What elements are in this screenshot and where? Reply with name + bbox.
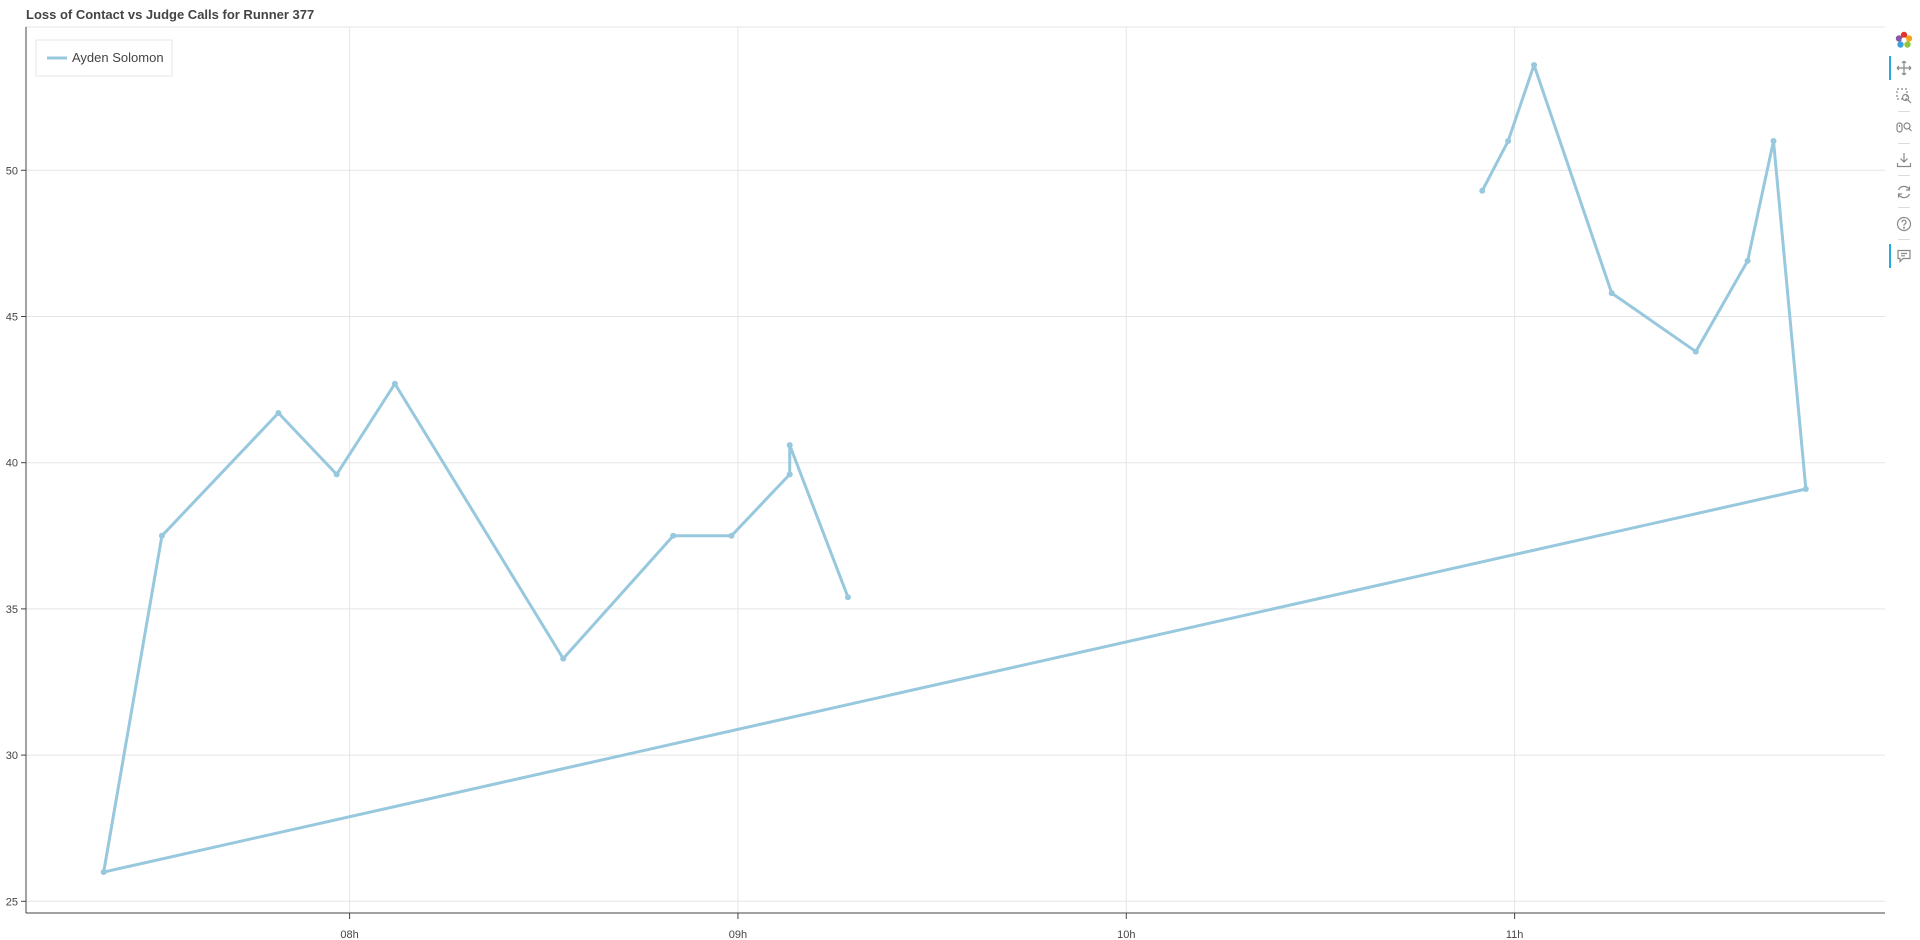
- x-tick-label: 09h: [729, 929, 747, 940]
- data-point[interactable]: [1692, 348, 1699, 355]
- grid: [25, 26, 1885, 914]
- series-line[interactable]: [102, 63, 1808, 874]
- data-point[interactable]: [786, 442, 793, 449]
- data-point[interactable]: [333, 471, 340, 478]
- legend-label[interactable]: Ayden Solomon: [72, 50, 164, 65]
- data-point[interactable]: [786, 471, 793, 478]
- data-point[interactable]: [158, 532, 165, 539]
- axes: 25 30 35 40 45 50 08h 09h 10h 11h: [6, 27, 1885, 940]
- y-tick-label: 25: [6, 896, 18, 908]
- data-point[interactable]: [100, 869, 107, 876]
- help-icon[interactable]: [1889, 210, 1919, 238]
- plot-frame: [25, 26, 1885, 914]
- box-zoom-icon[interactable]: [1889, 82, 1919, 110]
- x-tick-label: 10h: [1117, 929, 1135, 940]
- data-point[interactable]: [844, 594, 851, 601]
- toolbar-separator: [1898, 175, 1910, 176]
- data-point[interactable]: [391, 380, 398, 387]
- y-tick-label: 50: [6, 165, 18, 177]
- data-point[interactable]: [1770, 138, 1777, 145]
- data-point[interactable]: [1608, 290, 1615, 297]
- data-point[interactable]: [560, 655, 567, 662]
- x-tick-label: 08h: [340, 929, 358, 940]
- toolbar-separator: [1898, 239, 1910, 240]
- y-tick-label: 35: [6, 604, 18, 616]
- data-point[interactable]: [1531, 62, 1538, 69]
- data-point[interactable]: [1802, 486, 1809, 493]
- toolbar: [1889, 26, 1919, 270]
- data-point[interactable]: [1505, 138, 1512, 145]
- y-tick-label: 30: [6, 750, 18, 762]
- toolbar-separator: [1898, 143, 1910, 144]
- y-tick-label: 45: [6, 311, 18, 323]
- y-tick-label: 40: [6, 458, 18, 470]
- data-point[interactable]: [728, 532, 735, 539]
- data-point[interactable]: [670, 532, 677, 539]
- data-point[interactable]: [1744, 257, 1751, 264]
- chart-title: Loss of Contact vs Judge Calls for Runne…: [26, 7, 315, 22]
- bokeh-logo-icon[interactable]: [1889, 26, 1919, 54]
- save-icon[interactable]: [1889, 146, 1919, 174]
- series-layer: [100, 62, 1809, 876]
- data-point[interactable]: [1479, 187, 1486, 194]
- reset-icon[interactable]: [1889, 178, 1919, 206]
- hover-icon[interactable]: [1889, 242, 1919, 270]
- toolbar-separator: [1898, 111, 1910, 112]
- data-point[interactable]: [275, 409, 282, 416]
- x-tick-label: 11h: [1506, 929, 1524, 940]
- wheel-zoom-icon[interactable]: [1889, 114, 1919, 142]
- toolbar-separator: [1898, 207, 1910, 208]
- pan-icon[interactable]: [1889, 54, 1919, 82]
- legend: Ayden Solomon: [35, 39, 173, 77]
